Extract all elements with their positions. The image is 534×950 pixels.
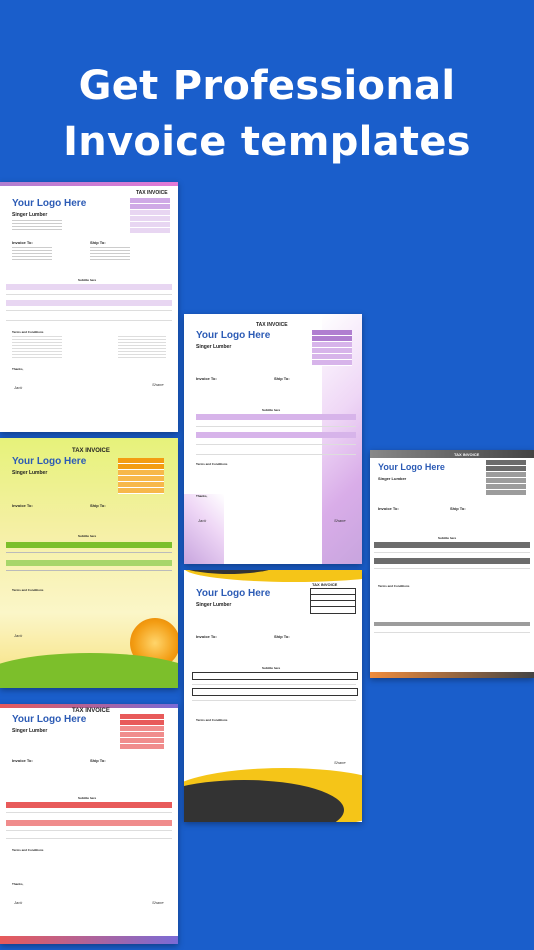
table-header-1 [6, 542, 172, 548]
invoice-to-label: Invoice To: [196, 634, 217, 639]
invoice-to-label: Invoice To: [378, 506, 399, 511]
table-header-2 [196, 432, 356, 438]
logo-text: Your Logo Here [12, 198, 87, 209]
subtitle: Subtitle here [78, 796, 97, 800]
headline-line-1: Get Professional [78, 63, 456, 109]
invoice-card-citrus[interactable]: Your Logo Here TAX INVOICE Singer Lumber… [0, 438, 178, 688]
invoice-card-purple[interactable]: Your Logo Here TAX INVOICE Singer Lumber… [0, 182, 178, 432]
signature-right: Shane [334, 518, 346, 523]
invoice-to-label: Invoice To: [12, 503, 33, 508]
thanks-label: Thanks, [12, 882, 24, 886]
signature-right: Shane [152, 900, 164, 905]
table-header-2 [6, 820, 172, 826]
terms-label: Terms and Conditions [378, 584, 410, 588]
doc-title: TAX INVOICE [454, 452, 480, 457]
geometric-pattern-bottom [184, 494, 224, 564]
logo-text: Your Logo Here [196, 330, 271, 341]
table-header-2 [6, 300, 172, 306]
table-header-2 [192, 688, 358, 696]
subtitle: Subtitle here [78, 278, 97, 282]
thanks-label: Thanks, [12, 367, 24, 371]
company-name: Singer Lumber [12, 470, 48, 476]
totals [118, 336, 166, 360]
doc-title: TAX INVOICE [72, 708, 110, 714]
doc-title: TAX INVOICE [72, 448, 110, 454]
thanks-label: Thanks, [196, 494, 208, 498]
terms-label: Terms and Conditions [12, 588, 44, 592]
headline-line-2: Invoice templates [63, 119, 471, 165]
doc-title: TAX INVOICE [136, 190, 168, 196]
invoice-card-geometric[interactable]: Your Logo Here TAX INVOICE Singer Lumber… [184, 314, 362, 564]
company-name: Singer Lumber [378, 476, 407, 481]
ship-to-label: Ship To: [274, 634, 290, 639]
terms-label: Terms and Conditions [12, 848, 44, 852]
payment-table-header [374, 622, 530, 626]
meta-box [130, 198, 170, 234]
invoice-to-label: Invoice To: [12, 758, 33, 763]
signature-right: Shane [152, 382, 164, 387]
signature-left: Jack [14, 385, 23, 390]
meta-box [486, 460, 526, 496]
table-header-1 [6, 284, 172, 290]
signature-right: Shane [334, 760, 346, 765]
doc-title: TAX INVOICE [312, 582, 338, 587]
meta-box [312, 330, 352, 366]
subtitle: Subtitle here [438, 536, 457, 540]
subtitle: Subtitle here [262, 666, 281, 670]
company-name: Singer Lumber [196, 344, 232, 350]
card-top-accent [370, 450, 534, 458]
terms-label: Terms and Conditions [196, 718, 228, 722]
company-name: Singer Lumber [12, 728, 48, 734]
signature-left: Jack [14, 900, 23, 905]
subtitle: Subtitle here [262, 408, 281, 412]
table-header-2 [6, 560, 172, 566]
logo-text: Your Logo Here [12, 456, 87, 467]
ship-to-label: Ship To: [274, 376, 290, 381]
invoice-to-label: Invoice To: [12, 240, 33, 245]
terms-text [12, 336, 62, 360]
meta-box [118, 458, 164, 494]
logo-text: Your Logo Here [12, 714, 87, 725]
table-header-1 [196, 414, 356, 420]
ship-to-label: Ship To: [90, 240, 106, 245]
ship-to-label: Ship To: [90, 758, 106, 763]
table-header-2 [374, 558, 530, 564]
card-top-accent [0, 182, 178, 186]
company-name: Singer Lumber [196, 602, 232, 608]
logo-text: Your Logo Here [196, 588, 271, 599]
headline: Get Professional Invoice templates [0, 58, 534, 170]
bill-address [12, 247, 52, 261]
terms-label: Terms and Conditions [12, 330, 44, 334]
card-top-accent [0, 704, 178, 708]
meta-box [310, 588, 356, 614]
ship-to-label: Ship To: [90, 503, 106, 508]
company-name: Singer Lumber [12, 212, 48, 218]
signature-left: Jack [14, 633, 23, 638]
ship-to-label: Ship To: [450, 506, 466, 511]
signature-left: Jack [198, 518, 207, 523]
invoice-card-red[interactable]: Your Logo Here TAX INVOICE Singer Lumber… [0, 704, 178, 944]
terms-label: Terms and Conditions [196, 462, 228, 466]
ship-address [90, 247, 130, 261]
green-wave-graphic [0, 653, 178, 688]
doc-title: TAX INVOICE [256, 322, 288, 328]
invoice-to-label: Invoice To: [196, 376, 217, 381]
company-address [12, 220, 62, 230]
top-wave-dark [184, 570, 284, 574]
card-bottom-accent [370, 672, 534, 678]
invoice-card-dark[interactable]: Your Logo Here TAX INVOICE Singer Lumber… [370, 450, 534, 678]
subtitle: Subtitle here [78, 534, 97, 538]
logo-text: Your Logo Here [378, 462, 445, 472]
table-header-1 [374, 542, 530, 548]
table-header-1 [6, 802, 172, 808]
card-bottom-accent [0, 936, 178, 944]
table-header-1 [192, 672, 358, 680]
invoice-card-waves[interactable]: Your Logo Here TAX INVOICE Singer Lumber… [184, 570, 362, 822]
meta-box [120, 714, 164, 750]
